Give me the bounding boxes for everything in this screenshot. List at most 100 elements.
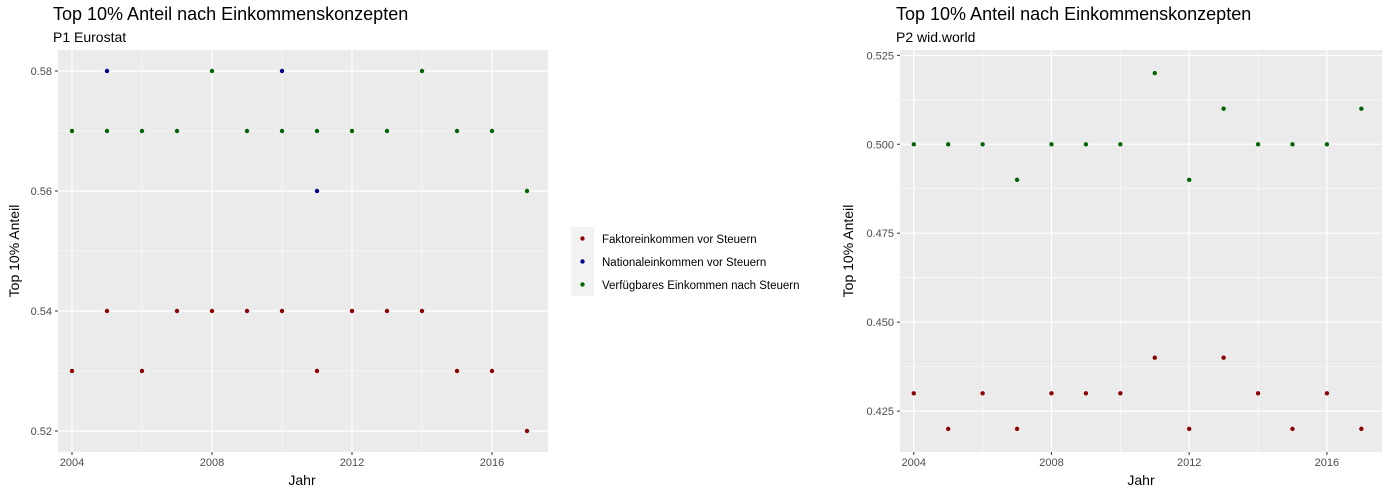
- p1-point-verf-gbares-einkommen-nach-steuern: [419, 68, 425, 74]
- p2-point-faktoreinkommen-vor-steuern: [911, 391, 916, 396]
- legend-item-nationaleinkommen: Nationaleinkommen vor Steuern: [571, 250, 766, 273]
- p1-x-ticks: 2004 2008 2012 2016: [60, 452, 504, 469]
- legend-label-faktoreinkommen: Faktoreinkommen vor Steuern: [602, 234, 757, 246]
- p1-grid: [58, 50, 548, 452]
- p1-y-tick-label: 0.54: [31, 306, 52, 318]
- p1-point-nationaleinkommen-vor-steuern: [279, 68, 285, 74]
- p2-y-tick-label: 0.425: [866, 406, 894, 418]
- p1-point-faktoreinkommen-vor-steuern: [454, 368, 460, 374]
- p2-point-verf-gbares-einkommen-nach-steuern: [1083, 142, 1089, 147]
- panel-p2: Top 10% Anteil nach Einkommenskonzepten …: [840, 4, 1382, 488]
- p2-y-ticks: 0.425 0.450 0.475 0.500 0.525: [866, 50, 900, 418]
- legend: Faktoreinkommen vor Steuern Nationaleink…: [571, 227, 800, 296]
- p1-x-tick-label: 2004: [60, 457, 84, 469]
- p2-y-tick-label: 0.475: [866, 228, 894, 240]
- legend-key-faktoreinkommen: [580, 236, 585, 241]
- p1-point-verf-gbares-einkommen-nach-steuern: [209, 68, 215, 74]
- p1-point-faktoreinkommen-vor-steuern: [314, 368, 320, 374]
- p1-point-verf-gbares-einkommen-nach-steuern: [384, 128, 390, 134]
- p1-y-tick-label: 0.52: [31, 426, 52, 438]
- p2-point-verf-gbares-einkommen-nach-steuern: [1014, 177, 1020, 183]
- p1-point-verf-gbares-einkommen-nach-steuern: [489, 128, 495, 134]
- p2-point-faktoreinkommen-vor-steuern: [980, 391, 985, 396]
- p2-x-axis-title: Jahr: [1127, 472, 1155, 488]
- p1-point-verf-gbares-einkommen-nach-steuern: [104, 128, 110, 134]
- p2-y-tick-label: 0.450: [866, 317, 894, 329]
- legend-label-verfuegbares: Verfügbares Einkommen nach Steuern: [602, 280, 800, 292]
- p1-point-verf-gbares-einkommen-nach-steuern: [349, 128, 355, 134]
- p2-point-faktoreinkommen-vor-steuern: [1049, 391, 1054, 396]
- p2-point-verf-gbares-einkommen-nach-steuern: [1255, 142, 1261, 147]
- p1-point-nationaleinkommen-vor-steuern: [104, 68, 110, 74]
- p1-x-tick-label: 2016: [480, 457, 504, 469]
- p1-subtitle: P1 Eurostat: [53, 29, 126, 45]
- p1-point-faktoreinkommen-vor-steuern: [139, 368, 145, 374]
- p2-x-tick-label: 2012: [1177, 457, 1201, 469]
- p2-title: Top 10% Anteil nach Einkommenskonzepten: [896, 4, 1251, 24]
- p1-point-verf-gbares-einkommen-nach-steuern: [524, 188, 530, 194]
- p2-point-verf-gbares-einkommen-nach-steuern: [1221, 106, 1226, 111]
- p2-x-tick-label: 2004: [902, 457, 926, 469]
- p2-point-faktoreinkommen-vor-steuern: [1152, 355, 1157, 360]
- p2-y-tick-label: 0.500: [866, 139, 894, 151]
- p1-point-verf-gbares-einkommen-nach-steuern: [279, 128, 285, 134]
- p2-point-verf-gbares-einkommen-nach-steuern: [1187, 177, 1192, 183]
- p2-point-faktoreinkommen-vor-steuern: [1324, 391, 1330, 396]
- panel-p1: Top 10% Anteil nach Einkommenskonzepten …: [6, 4, 548, 488]
- legend-item-faktoreinkommen: Faktoreinkommen vor Steuern: [571, 227, 757, 250]
- legend-item-verfuegbares: Verfügbares Einkommen nach Steuern: [571, 273, 800, 296]
- p1-y-tick-label: 0.56: [31, 186, 52, 198]
- p2-point-verf-gbares-einkommen-nach-steuern: [1324, 142, 1330, 147]
- p1-point-faktoreinkommen-vor-steuern: [419, 308, 425, 314]
- p1-point-verf-gbares-einkommen-nach-steuern: [69, 128, 75, 134]
- p1-point-verf-gbares-einkommen-nach-steuern: [244, 128, 250, 134]
- p2-point-faktoreinkommen-vor-steuern: [1290, 426, 1295, 432]
- p1-x-axis-title: Jahr: [288, 472, 316, 488]
- p2-point-verf-gbares-einkommen-nach-steuern: [1290, 142, 1295, 147]
- p1-point-faktoreinkommen-vor-steuern: [524, 428, 530, 434]
- legend-key-nationaleinkommen: [580, 259, 585, 264]
- p1-title: Top 10% Anteil nach Einkommenskonzepten: [53, 4, 408, 24]
- p1-point-faktoreinkommen-vor-steuern: [244, 308, 250, 314]
- p2-subtitle: P2 wid.world: [896, 29, 975, 45]
- p1-point-faktoreinkommen-vor-steuern: [489, 368, 495, 374]
- p2-point-verf-gbares-einkommen-nach-steuern: [911, 142, 916, 147]
- p2-y-tick-label: 0.525: [866, 50, 894, 62]
- p2-point-verf-gbares-einkommen-nach-steuern: [1118, 142, 1123, 147]
- p2-point-faktoreinkommen-vor-steuern: [1255, 391, 1261, 396]
- p2-point-verf-gbares-einkommen-nach-steuern: [980, 142, 985, 147]
- p2-point-verf-gbares-einkommen-nach-steuern: [946, 142, 951, 147]
- p1-points: [69, 68, 530, 434]
- p2-grid: [900, 50, 1382, 452]
- p1-point-faktoreinkommen-vor-steuern: [104, 308, 110, 314]
- p2-point-faktoreinkommen-vor-steuern: [946, 426, 951, 432]
- p1-point-verf-gbares-einkommen-nach-steuern: [314, 128, 320, 134]
- p1-point-faktoreinkommen-vor-steuern: [174, 308, 180, 314]
- p1-y-tick-label: 0.58: [31, 66, 52, 78]
- p1-point-faktoreinkommen-vor-steuern: [209, 308, 215, 314]
- p1-point-verf-gbares-einkommen-nach-steuern: [174, 128, 180, 134]
- p2-point-faktoreinkommen-vor-steuern: [1118, 391, 1123, 396]
- p2-point-faktoreinkommen-vor-steuern: [1083, 391, 1089, 396]
- p1-x-tick-label: 2008: [200, 457, 224, 469]
- p2-plot-area: [900, 50, 1382, 452]
- p1-point-faktoreinkommen-vor-steuern: [384, 308, 390, 314]
- p2-point-faktoreinkommen-vor-steuern: [1014, 426, 1020, 432]
- p1-point-nationaleinkommen-vor-steuern: [314, 188, 320, 194]
- p1-point-verf-gbares-einkommen-nach-steuern: [454, 128, 460, 134]
- legend-label-nationaleinkommen: Nationaleinkommen vor Steuern: [602, 257, 766, 269]
- legend-key-verfuegbares: [580, 282, 585, 287]
- p1-y-axis-title: Top 10% Anteil: [6, 205, 22, 298]
- p2-point-verf-gbares-einkommen-nach-steuern: [1359, 106, 1364, 111]
- p2-point-faktoreinkommen-vor-steuern: [1359, 426, 1364, 432]
- p1-point-faktoreinkommen-vor-steuern: [349, 308, 355, 314]
- p2-point-verf-gbares-einkommen-nach-steuern: [1049, 142, 1054, 147]
- p2-x-ticks: 2004 2008 2012 2016: [902, 452, 1339, 469]
- p1-point-faktoreinkommen-vor-steuern: [69, 368, 75, 374]
- p1-y-ticks: 0.52 0.54 0.56 0.58: [31, 66, 58, 438]
- p2-y-axis-title: Top 10% Anteil: [840, 205, 856, 298]
- p2-x-tick-label: 2016: [1315, 457, 1339, 469]
- p1-point-verf-gbares-einkommen-nach-steuern: [139, 128, 145, 134]
- p1-x-tick-label: 2012: [340, 457, 364, 469]
